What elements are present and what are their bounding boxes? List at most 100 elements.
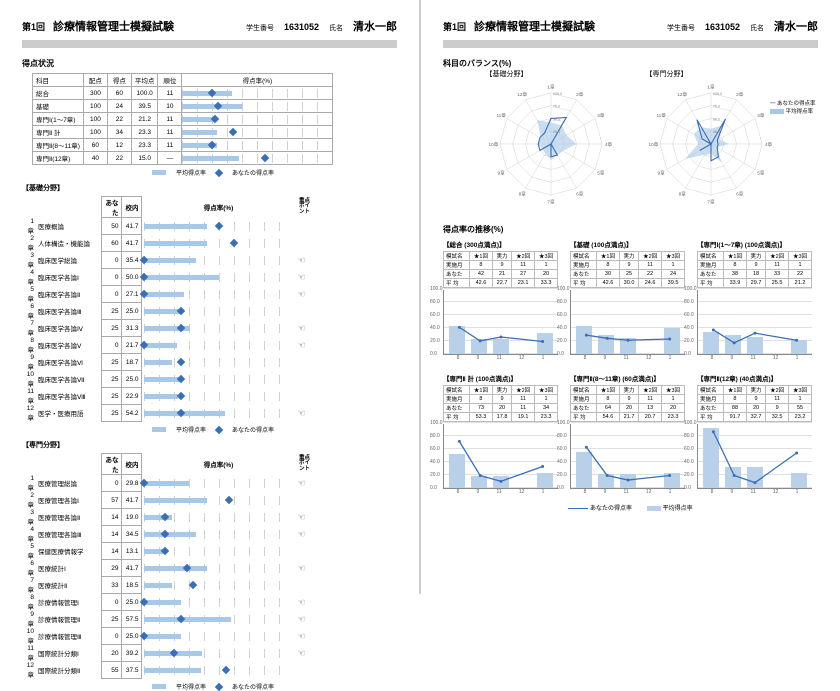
- detail-row: 6章臨床医学各論Ⅲ2525.0: [22, 303, 314, 320]
- svg-text:4章: 4章: [764, 141, 772, 148]
- legend2: 平均得点率 あなたの得点率: [152, 425, 397, 434]
- detail-row: 7章医療統計Ⅱ3318.5: [22, 577, 314, 594]
- svg-text:8章: 8章: [678, 191, 686, 198]
- detail-row: 3章臨床医学総論035.4☜: [22, 252, 314, 269]
- svg-text:100.0: 100.0: [552, 92, 561, 96]
- hand-icon: ☜: [298, 529, 306, 539]
- legend-avg-swatch: [152, 170, 166, 175]
- svg-text:4章: 4章: [604, 141, 612, 148]
- svg-text:75.0: 75.0: [712, 105, 719, 109]
- score-row: 基礎1002439.510: [33, 100, 333, 113]
- legend-you-swatch: [215, 168, 223, 176]
- trend-chart: 0.020.040.060.080.0100.0: [443, 424, 558, 489]
- score-row: 専門Ⅱ(8～11章)601223.311: [33, 139, 333, 152]
- svg-text:50.0: 50.0: [552, 117, 559, 121]
- hand-icon: ☜: [298, 340, 306, 350]
- hand-icon: ☜: [298, 614, 306, 624]
- trend-panel: 【専門Ⅰ(1～7章) (100点満点)】 模試名★1回実力★2回★3回 実施月8…: [697, 239, 812, 361]
- svg-text:8章: 8章: [518, 191, 526, 198]
- score-row: 専門Ⅰ(1～7章)1002221.211: [33, 113, 333, 126]
- student-label: 学生番号: [246, 23, 274, 33]
- hand-icon: ☜: [298, 597, 306, 607]
- svg-text:2章: 2章: [736, 91, 744, 98]
- hand-icon: ☜: [298, 648, 306, 658]
- detail-row: 8章診療情報管理Ⅰ025.0☜: [22, 594, 314, 611]
- svg-text:1章: 1章: [547, 83, 555, 90]
- svg-text:25.0: 25.0: [712, 130, 719, 134]
- hand-icon: ☜: [298, 272, 306, 282]
- section-score-title: 得点状況: [22, 58, 397, 69]
- svg-text:6章: 6章: [736, 191, 744, 198]
- svg-text:75.0: 75.0: [552, 105, 559, 109]
- trend-meta-table: 模試名★1回実力★2回★3回 実施月89111 あなた42212720 平 均4…: [443, 251, 558, 288]
- legend-avg: 平均得点率: [176, 168, 206, 177]
- trend-panel: 【専門Ⅱ 計 (100点満点)】 模試名★1回実力★2回★3回 実施月89111…: [443, 373, 558, 495]
- svg-text:2章: 2章: [576, 91, 584, 98]
- detail-row: 4章医療管理各論Ⅲ1434.5☜: [22, 526, 314, 543]
- detail-row: 5章臨床医学各論Ⅱ027.1☜: [22, 286, 314, 303]
- page-right: 第1回 診療情報管理士模擬試験 学生番号 1631052 氏名 清水一郎 科目の…: [421, 0, 840, 594]
- trend-legend: あなたの得点率 平均得点率: [443, 503, 818, 512]
- trend-chart: 0.020.040.060.080.0100.0: [570, 424, 685, 489]
- svg-text:7章: 7章: [707, 198, 715, 205]
- detail-table: あなた校内得点率(%)重点ポイント1章医療概論5041.72章人体構造・機能論6…: [22, 196, 314, 422]
- page-left: 第1回 診療情報管理士模擬試験 学生番号 1631052 氏名 清水一郎 得点状…: [0, 0, 419, 594]
- balance-title: 科目のバランス(%): [443, 58, 818, 69]
- trend-chart: 0.020.040.060.080.0100.0: [443, 290, 558, 355]
- legend: 平均得点率 あなたの得点率: [152, 168, 397, 177]
- hand-icon: ☜: [298, 563, 306, 573]
- detail-row: 11章国際統計分類Ⅰ2039.2☜: [22, 645, 314, 662]
- detail-row: 7章臨床医学各論Ⅳ2531.3☜: [22, 320, 314, 337]
- header-bar: [22, 40, 397, 48]
- hand-icon: ☜: [298, 289, 306, 299]
- radar-legend: ━ あなたの得点率 平均得点率: [770, 99, 816, 115]
- trend-panel: 【専門Ⅱ(12章) (40点満点)】 模試名★1回実力★2回★3回 実施月891…: [697, 373, 812, 495]
- trend-meta-table: 模試名★1回実力★2回★3回 実施月89111 あなた30252224 平 均4…: [570, 251, 685, 288]
- score-row: 専門Ⅱ 計1003423.311: [33, 126, 333, 139]
- detail-row: 1章医療管理総論029.8☜: [22, 475, 314, 492]
- trend-meta-table: 模試名★1回実力★2回★3回 実施月89111 あなた64201320 平 均5…: [570, 385, 685, 422]
- hand-icon: ☜: [298, 631, 306, 641]
- svg-text:10章: 10章: [488, 141, 498, 148]
- detail-row: 9章診療情報管理Ⅱ2557.5☜: [22, 611, 314, 628]
- detail-row: 2章医療管理各論Ⅰ5741.7: [22, 492, 314, 509]
- svg-text:10章: 10章: [648, 141, 658, 148]
- title-prefix: 第1回: [22, 20, 45, 33]
- svg-text:3章: 3章: [757, 112, 765, 119]
- header-r: 第1回 診療情報管理士模擬試験 学生番号 1631052 氏名 清水一郎: [443, 18, 818, 34]
- detail-row: 8章臨床医学各論Ⅴ021.7☜: [22, 337, 314, 354]
- radar-spec: 【専門分野】 1章2章3章4章5章6章7章8章9章10章11章12章25.050…: [646, 79, 776, 209]
- trend-title: 得点率の推移(%): [443, 224, 818, 235]
- trend-chart: 0.020.040.060.080.0100.0: [697, 424, 812, 489]
- hand-icon: ☜: [298, 512, 306, 522]
- svg-text:12章: 12章: [517, 91, 527, 98]
- svg-text:3章: 3章: [597, 112, 605, 119]
- hand-icon: ☜: [298, 408, 306, 418]
- detail-row: 10章診療情報管理Ⅲ025.0☜: [22, 628, 314, 645]
- svg-text:11章: 11章: [656, 112, 666, 119]
- detail-table: あなた校内得点率(%)重点ポイント1章医療管理総論029.8☜2章医療管理各論Ⅰ…: [22, 453, 314, 679]
- basic-title: 【基礎分野】: [22, 183, 397, 193]
- spec-title: 【専門分野】: [22, 440, 397, 450]
- detail-row: 10章臨床医学各論Ⅶ2525.0: [22, 371, 314, 388]
- detail-row: 2章人体構造・機能論6041.7: [22, 235, 314, 252]
- title-main: 診療情報管理士模擬試験: [53, 18, 174, 34]
- svg-text:100.0: 100.0: [712, 92, 721, 96]
- trend-meta-table: 模試名★1回実力★2回★3回 実施月89111 あなた73201134 平 均5…: [443, 385, 558, 422]
- svg-text:11章: 11章: [496, 112, 506, 119]
- detail-row: 12章医学・医療用語2554.2☜: [22, 405, 314, 422]
- detail-row: 3章医療管理各論Ⅱ1419.0☜: [22, 509, 314, 526]
- detail-row: 9章臨床医学各論Ⅵ2518.7: [22, 354, 314, 371]
- svg-text:9章: 9章: [497, 170, 505, 177]
- hand-icon: ☜: [298, 255, 306, 265]
- hand-icon: ☜: [298, 478, 306, 488]
- detail-row: 11章臨床医学各論Ⅷ2522.9: [22, 388, 314, 405]
- trend-meta-table: 模試名★1回実力★2回★3回 実施月89111 あなた8820955 平 均91…: [697, 385, 812, 422]
- legend3: 平均得点率 あなたの得点率: [152, 682, 397, 691]
- trend-chart: 0.020.040.060.080.0100.0: [697, 290, 812, 355]
- trend-panel: 【基礎 (100点満点)】 模試名★1回実力★2回★3回 実施月89111 あな…: [570, 239, 685, 361]
- detail-row: 12章国際統計分類Ⅱ5537.5: [22, 662, 314, 679]
- detail-row: 5章保健医療情報学1413.1: [22, 543, 314, 560]
- svg-text:9章: 9章: [657, 170, 665, 177]
- svg-text:5章: 5章: [597, 170, 605, 177]
